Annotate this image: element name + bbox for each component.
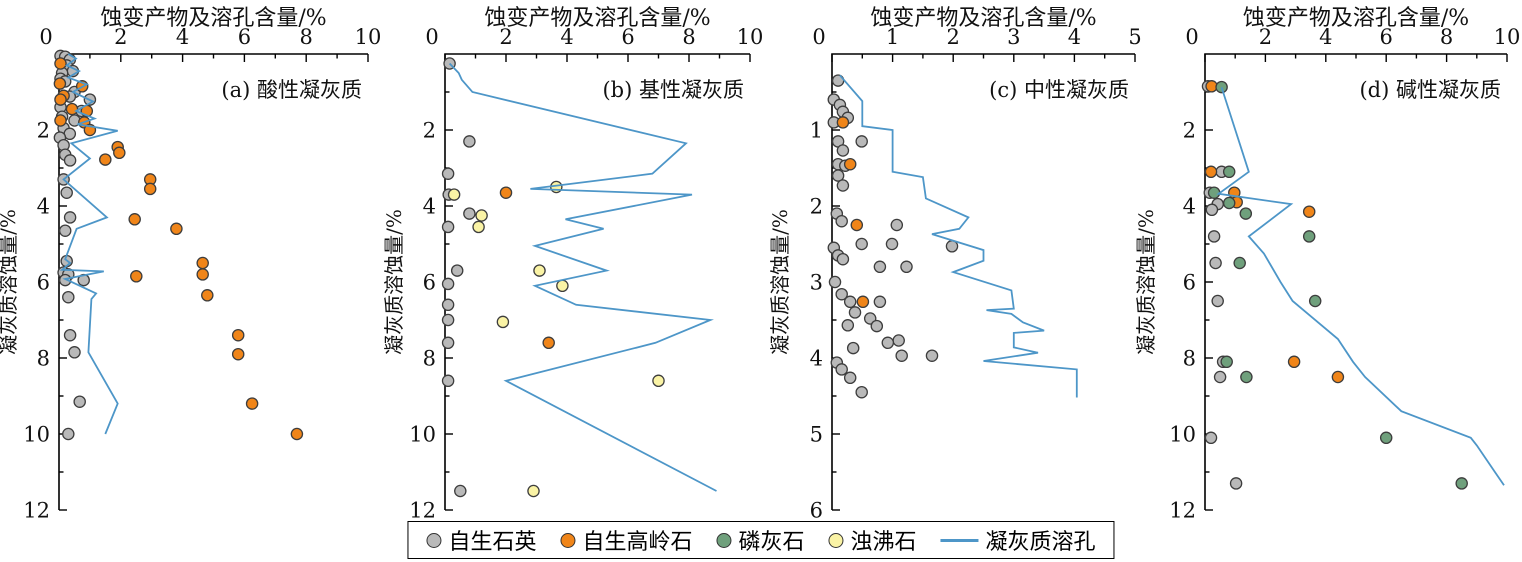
panel-d-title: 蚀变产物及溶孔含量/% <box>1243 6 1469 31</box>
panel-c-title: 蚀变产物及溶孔含量/% <box>870 6 1096 31</box>
panel-c-pore-line <box>839 74 1078 398</box>
panel-a-xtick: 2 <box>114 25 127 49</box>
panel-a-ytick: 10 <box>23 423 50 447</box>
quartz-marker-icon <box>426 532 442 548</box>
panel-b-xtick: 6 <box>621 25 634 49</box>
panel-c-xtick: 3 <box>1007 25 1020 49</box>
panel-d-ytick: 4 <box>1183 195 1196 219</box>
panel-a-xtick: 0 <box>39 25 52 49</box>
panel-a-pore-line <box>59 53 119 435</box>
panel-c-series-kaolinite <box>836 116 870 309</box>
legend-label-kaolinite: 自生高岭石 <box>582 530 693 555</box>
panel-d-ytick: 2 <box>1183 119 1196 143</box>
panel-b-ytick: 8 <box>423 347 436 371</box>
panel-d-xtick: 2 <box>1259 25 1272 49</box>
panel-c-ytick: 4 <box>810 347 823 371</box>
panel-b-series-quartz <box>441 57 476 498</box>
panel-c-ytick: 3 <box>810 271 823 295</box>
panel-d: 0 2 4 6 8 10 2 4 6 8 10 12 蚀变产物及溶孔含量/% (d) 碱性凝灰质凝灰质溶蚀… <box>1134 6 1520 523</box>
panel-c-ytick: 1 <box>810 119 823 143</box>
panel-a-xtick: 4 <box>176 25 189 49</box>
legend-item-laumontite: 浊沸石 <box>828 524 917 556</box>
panel-c-ytick: 5 <box>810 423 823 447</box>
panel-a-ytick: 12 <box>23 499 50 523</box>
panel-a: 0 2 4 6 8 10 2 4 6 8 10 12 蚀变产物及溶孔含量/% (a) 酸性凝灰质凝灰质溶蚀… <box>0 6 381 523</box>
panel-b-pore-line <box>448 62 717 492</box>
panel-d-axes <box>1204 53 1507 510</box>
panel-b-ytick: 2 <box>423 119 436 143</box>
panel-b-xtick: 8 <box>682 25 695 49</box>
kaolinite-marker-icon <box>560 532 576 548</box>
panel-b-ytick: 6 <box>423 271 436 295</box>
panel-a-series-kaolinite <box>53 57 304 441</box>
panel-c-label: (c) 中性凝灰质 <box>989 78 1129 102</box>
panel-b-xtick: 10 <box>737 25 764 49</box>
panel-d-xtick: 8 <box>1440 25 1453 49</box>
panel-d-ytick: 12 <box>1169 499 1196 523</box>
panel-a-label: (a) 酸性凝灰质 <box>221 78 362 102</box>
panel-d-xtick: 4 <box>1319 25 1332 49</box>
panel-a-xtick: 6 <box>238 25 251 49</box>
legend: 自生石英 自生高岭石 磷灰石 浊沸石 凝灰质溶孔 <box>407 521 1115 559</box>
laumontite-marker-icon <box>828 532 844 548</box>
panel-b-ytick: 4 <box>423 195 436 219</box>
panel-b-label: (b) 基性凝灰质 <box>602 78 744 102</box>
panel-d-ylabel: 凝灰质溶蚀量/% <box>1134 209 1158 355</box>
panel-a-ytick: 6 <box>37 271 50 295</box>
panel-a-title: 蚀变产物及溶孔含量/% <box>100 6 326 31</box>
pore-line-icon <box>940 538 979 542</box>
panel-d-pore-line <box>1216 87 1505 486</box>
panel-b-series-kaolinite <box>499 186 555 350</box>
panel-b-xtick: 4 <box>560 25 573 49</box>
panel-b-ytick: 12 <box>409 499 436 523</box>
legend-label-apatite: 磷灰石 <box>738 530 805 555</box>
panel-d-xtick: 6 <box>1380 25 1393 49</box>
panel-b: 0 2 4 6 8 10 2 4 6 8 10 12 蚀变产物及溶孔含量/% (b) 基性凝灰质凝灰质溶蚀… <box>382 6 763 523</box>
legend-item-kaolinite: 自生高岭石 <box>560 524 692 556</box>
panel-b-title: 蚀变产物及溶孔含量/% <box>484 6 710 31</box>
panel-a-axes <box>58 53 368 510</box>
panel-d-label: (d) 碱性凝灰质 <box>1359 78 1501 102</box>
panel-d-series-apatite <box>1207 80 1468 490</box>
panel-a-xtick: 8 <box>300 25 313 49</box>
panel-b-ylabel: 凝灰质溶蚀量/% <box>382 209 406 355</box>
panel-d-xtick: 10 <box>1494 25 1521 49</box>
legend-label-laumontite: 浊沸石 <box>850 530 917 555</box>
panel-b-ytick: 10 <box>409 423 436 447</box>
panel-d-ytick: 8 <box>1183 347 1196 371</box>
panel-b-xtick: 2 <box>499 25 512 49</box>
legend-item-pore-line: 凝灰质溶孔 <box>940 524 1096 556</box>
panel-c-xtick: 4 <box>1068 25 1081 49</box>
panel-a-ytick: 2 <box>37 119 50 143</box>
panel-d-series-quartz <box>1201 80 1243 490</box>
legend-item-apatite: 磷灰石 <box>716 524 805 556</box>
panel-c-xtick: 2 <box>947 25 960 49</box>
panel-d-series-kaolinite <box>1204 80 1345 384</box>
panel-d-xtick: 0 <box>1185 25 1198 49</box>
panel-a-xtick: 10 <box>355 25 382 49</box>
panel-c-xtick: 5 <box>1128 25 1141 49</box>
legend-label-quartz: 自生石英 <box>448 530 537 555</box>
panel-b-xtick: 0 <box>425 25 438 49</box>
panel-a-ylabel: 凝灰质溶蚀量/% <box>0 209 20 355</box>
panel-b-series-laumontite <box>447 180 665 498</box>
panel-d-ytick: 6 <box>1183 271 1196 295</box>
panel-c-xtick: 0 <box>812 25 825 49</box>
legend-label-pore-line: 凝灰质溶孔 <box>985 530 1096 555</box>
panel-a-ytick: 4 <box>37 195 50 219</box>
apatite-marker-icon <box>716 532 732 548</box>
panel-d-ytick: 10 <box>1169 423 1196 447</box>
panel-a-ytick: 8 <box>37 347 50 371</box>
panel-c-xtick: 1 <box>886 25 899 49</box>
panel-c-ytick: 2 <box>810 195 823 219</box>
panel-c-ylabel: 凝灰质溶蚀量/% <box>768 209 792 355</box>
legend-item-quartz: 自生石英 <box>426 524 536 556</box>
panel-c-ytick: 6 <box>810 499 823 523</box>
